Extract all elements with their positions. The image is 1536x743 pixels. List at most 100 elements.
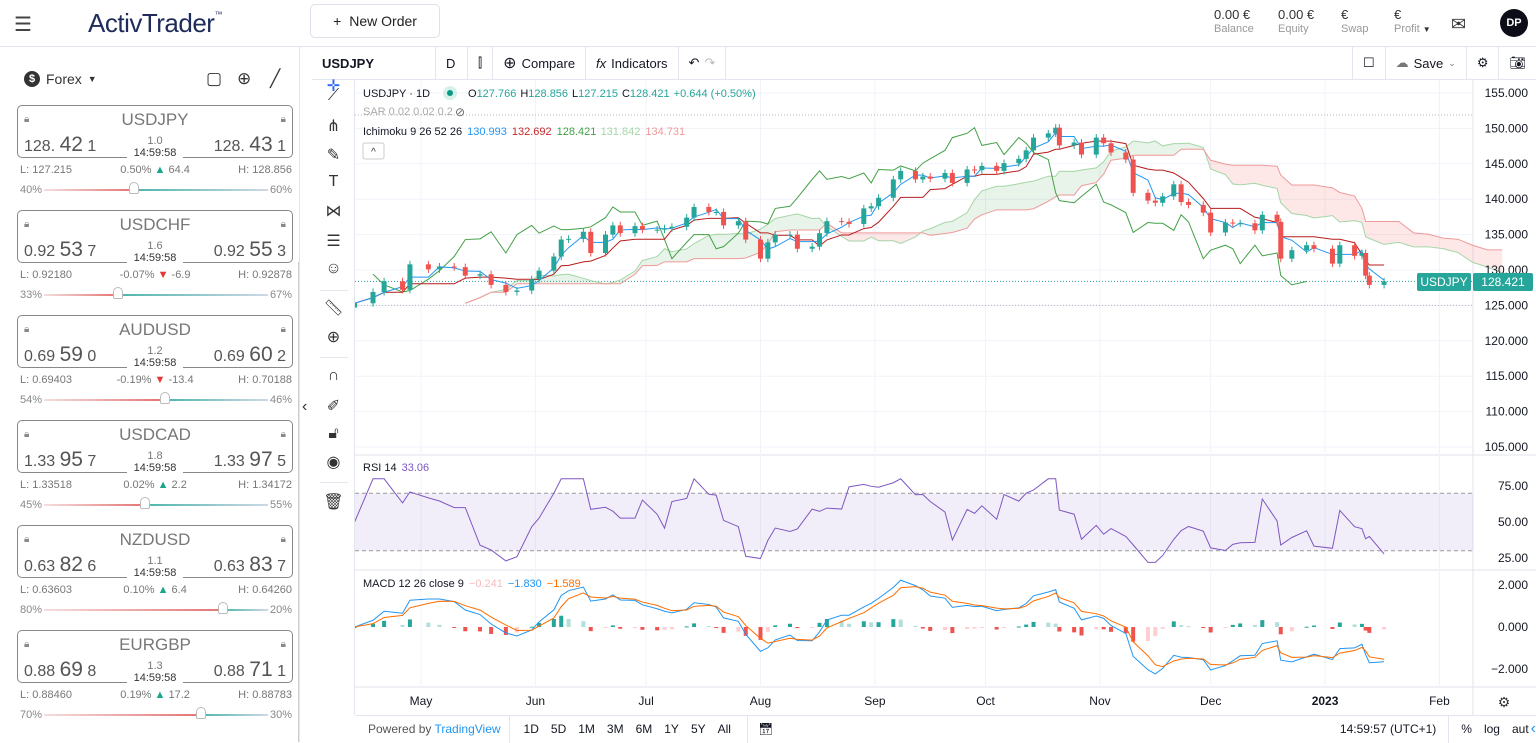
undo-icon[interactable]: ↶ — [688, 55, 700, 70]
range-1y[interactable]: 1Y — [664, 722, 679, 736]
search-zoom-icon[interactable]: ⊕ — [237, 69, 252, 88]
macd-histogram-bar — [1382, 627, 1387, 630]
range-1d[interactable]: 1D — [523, 722, 539, 736]
ichimoku-cloud-segment — [767, 218, 776, 245]
prediction-icon[interactable]: ☰ — [326, 233, 341, 250]
range-1m[interactable]: 1M — [578, 722, 595, 736]
percent-toggle[interactable]: % — [1461, 722, 1472, 736]
trend-line-icon[interactable]: ⟋ — [327, 87, 340, 104]
lock-drawing-icon[interactable]: ✐ — [326, 398, 341, 415]
sentiment-bar: 54% 46% — [20, 392, 292, 406]
candle-type-button[interactable]: ⫿ — [468, 46, 494, 80]
scrollbar[interactable] — [298, 262, 299, 742]
macd-line — [355, 579, 1385, 675]
smiley-icon[interactable]: ☺ — [325, 260, 342, 277]
caret-down-icon: ▼ — [87, 74, 97, 84]
buy-price-button[interactable]: 0.63 83 7 — [213, 553, 286, 576]
lock-icon: 🔒︎ — [24, 639, 30, 650]
log-toggle[interactable]: log — [1483, 722, 1500, 736]
ichimoku-cloud-segment — [1487, 249, 1503, 273]
macd-histogram-bar — [669, 627, 674, 630]
macd-histogram-bar — [655, 627, 660, 631]
buy-price-button[interactable]: 1.33 97 5 — [213, 448, 286, 471]
compare-button[interactable]: ⊕ Compare — [493, 46, 587, 80]
sell-price-button[interactable]: 0.92 53 7 — [24, 238, 97, 261]
edit-pen-icon[interactable]: ╱ — [270, 69, 281, 88]
y-tick-label: 125.000 — [1485, 298, 1529, 312]
crosshair-icon[interactable]: ✛ — [326, 78, 341, 95]
sell-price-button[interactable]: 0.69 59 0 — [24, 343, 97, 366]
pitchfork-icon[interactable]: ⋔ — [326, 118, 341, 135]
candle-body — [551, 256, 557, 271]
collapse-panel-chevron-icon[interactable]: ‹ — [302, 398, 308, 415]
interval-button[interactable]: D — [436, 46, 468, 80]
redo-icon[interactable]: ↷ — [704, 55, 716, 70]
settings-button[interactable]: ⚙ — [1467, 46, 1500, 80]
collapse-legend-button[interactable] — [362, 142, 385, 160]
instrument-card-audusd[interactable]: 🔒︎ 🔒︎ AUDUSD 0.69 59 0 0.69 60 2 1.2 14:5… — [17, 315, 293, 420]
macd-histogram-bar — [979, 627, 984, 628]
instrument-card-usdcad[interactable]: 🔒︎ 🔒︎ USDCAD 1.33 95 7 1.33 97 5 1.8 14:5… — [17, 420, 293, 525]
ichimoku-cloud-segment — [1369, 221, 1385, 245]
auto-toggle[interactable]: aut — [1511, 722, 1529, 736]
instrument-card-usdchf[interactable]: 🔒︎ 🔒︎ USDCHF 0.92 53 7 0.92 55 3 1.6 14:5… — [17, 210, 293, 315]
range-6m[interactable]: 6M — [635, 722, 653, 736]
candle-body — [669, 226, 675, 229]
indicators-button[interactable]: fx Indicators — [586, 46, 679, 80]
brush-icon[interactable]: ✎ — [326, 147, 341, 164]
macd-histogram-bar — [1252, 624, 1257, 627]
ichimoku-cloud-segment — [900, 232, 916, 244]
lock-icon[interactable]: 🔓︎ — [328, 425, 339, 442]
expand-chevron-icon[interactable]: ‹ — [1530, 720, 1536, 737]
avatar[interactable]: DP — [1500, 9, 1528, 37]
price-chart[interactable]: May Jun Jul Aug Sep Oct Nov Dec 2023 Feb 155.000 15… — [355, 80, 1536, 715]
instrument-card-eurgbp[interactable]: 🔒︎ 🔒︎ EURGBP 0.88 69 8 0.88 71 1 1.3 14:5… — [17, 630, 293, 735]
layout-icon[interactable]: ▢ — [206, 69, 223, 88]
hamburger-menu-icon[interactable]: ☰ — [14, 14, 32, 36]
buy-price-button[interactable]: 0.88 71 1 — [213, 658, 286, 681]
instrument-card-nzdusd[interactable]: 🔒︎ 🔒︎ NZDUSD 0.63 82 6 0.63 83 7 1.1 14:5… — [17, 525, 293, 630]
buy-price-button[interactable]: 128. 43 1 — [213, 133, 286, 156]
sell-price-button[interactable]: 0.63 82 6 — [24, 553, 97, 576]
logo[interactable]: ActivTrader™ — [88, 8, 222, 38]
candle-body — [1208, 212, 1214, 233]
clock[interactable]: 14:59:57 (UTC+1) — [1339, 722, 1437, 736]
save-button[interactable]: ☁ Save ⌄ — [1386, 46, 1467, 80]
eye-icon[interactable]: ◉ — [326, 454, 341, 471]
macd-histogram-bar — [1094, 627, 1099, 630]
buy-price-button[interactable]: 0.69 60 2 — [213, 343, 286, 366]
range-3m[interactable]: 3M — [606, 722, 624, 736]
range-all[interactable]: All — [717, 722, 731, 736]
pattern-icon[interactable]: ⋈ — [325, 203, 342, 220]
tradingview-link[interactable]: TradingView — [434, 722, 501, 736]
trash-icon[interactable]: 🗑︎ — [323, 494, 344, 511]
symbol-search[interactable]: USDJPY — [312, 46, 436, 80]
sell-price-button[interactable]: 1.33 95 7 — [24, 448, 97, 471]
sell-price-button[interactable]: 0.88 69 8 — [24, 658, 97, 681]
profit-stat[interactable]: € Profit ▼ — [1394, 7, 1431, 36]
fullscreen-button[interactable]: ☐ — [1351, 46, 1386, 80]
macd-tick-label: 0.000 — [1498, 620, 1528, 634]
candle-body — [876, 197, 882, 207]
magnet-icon[interactable]: ∩ — [327, 367, 340, 384]
macd-histogram-bar — [371, 623, 376, 627]
zoom-in-icon[interactable]: ⊕ — [326, 329, 341, 346]
category-dropdown[interactable]: $ Forex ▼ — [24, 71, 97, 87]
mail-icon[interactable]: ✉ — [1451, 14, 1467, 34]
candle-body — [1274, 214, 1280, 222]
instrument-card-usdjpy[interactable]: 🔒︎ 🔒︎ USDJPY 128. 42 1 128. 43 1 1.0 14:5… — [17, 105, 293, 210]
text-icon[interactable]: T — [328, 173, 339, 190]
ruler-icon[interactable]: 📏︎ — [323, 300, 344, 317]
axis-settings-gear-icon[interactable]: ⚙ — [1498, 694, 1511, 710]
macd-histogram-bar — [1179, 625, 1184, 627]
range-5d[interactable]: 5D — [550, 722, 567, 736]
screenshot-button[interactable]: 📷︎ — [1499, 47, 1536, 80]
go-to-date-icon[interactable]: 📅︎ — [757, 722, 774, 736]
ichimoku-cloud-segment — [1280, 175, 1292, 214]
symbol-label: USDJPY — [121, 110, 189, 129]
sell-price-button[interactable]: 128. 42 1 — [24, 133, 97, 156]
new-order-button[interactable]: + New Order — [310, 4, 440, 38]
hidden-eye-icon[interactable]: ⊘ — [455, 105, 465, 119]
range-5y[interactable]: 5Y — [690, 722, 706, 736]
buy-price-button[interactable]: 0.92 55 3 — [213, 238, 286, 261]
